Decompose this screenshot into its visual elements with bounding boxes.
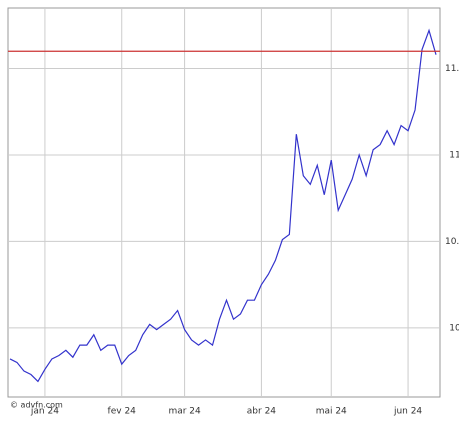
- x-tick-label: mai 24: [316, 407, 347, 417]
- y-tick-label: 11: [449, 150, 459, 160]
- price-line: [9, 28, 437, 383]
- x-tick-label: mar 24: [168, 407, 201, 417]
- y-tick-label: 11.5: [445, 64, 459, 74]
- x-tick-label: jan 24: [30, 407, 59, 417]
- x-tick-label: jun 24: [393, 407, 422, 417]
- watermark: © advfn.com: [10, 401, 63, 410]
- y-tick-label: 10: [449, 323, 459, 333]
- y-tick-label: 10.5: [445, 237, 459, 247]
- plot-frame: [7, 7, 441, 398]
- x-tick-label: abr 24: [247, 407, 277, 417]
- x-tick-label: fev 24: [108, 407, 137, 417]
